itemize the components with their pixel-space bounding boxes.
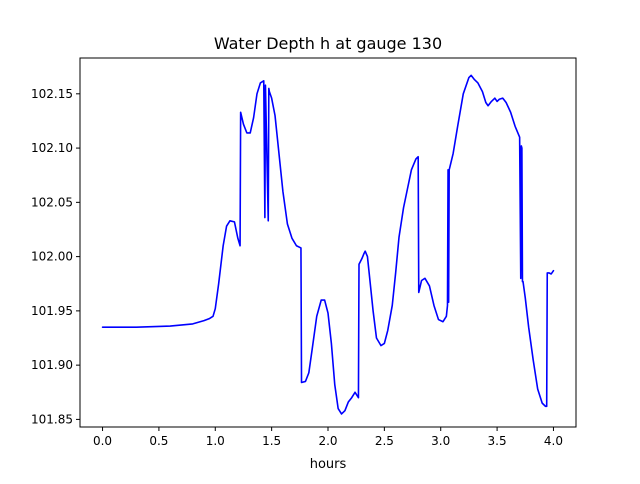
x-axis-label: hours: [310, 457, 347, 472]
y-tick-label: 101.95: [31, 304, 73, 318]
x-tick-label: 1.0: [206, 434, 225, 448]
x-tick-label: 2.5: [375, 434, 394, 448]
y-tick-label: 102.15: [31, 87, 73, 101]
series-line-0: [101, 74, 555, 415]
x-axis-ticks: 0.0 0.5 1.0 1.5 2.0 2.5 3.0 3.5 4.0: [93, 427, 563, 448]
y-tick-label: 101.90: [31, 358, 73, 372]
x-tick-label: 0.0: [93, 434, 112, 448]
x-tick-label: 3.0: [431, 434, 450, 448]
x-tick-label: 0.5: [149, 434, 168, 448]
y-tick-label: 102.10: [31, 141, 73, 155]
x-tick-label: 1.5: [262, 434, 281, 448]
y-tick-label: 102.05: [31, 195, 73, 209]
x-tick-label: 3.5: [488, 434, 507, 448]
axes-frame: [79, 57, 577, 428]
x-tick-label: 4.0: [544, 434, 563, 448]
y-axis-ticks: 101.85 101.90 101.95 102.00 102.05 102.10 102.…: [31, 87, 80, 426]
x-tick-label: 2.0: [318, 434, 337, 448]
y-tick-label: 102.00: [31, 250, 73, 264]
y-tick-label: 101.85: [31, 412, 73, 426]
plot-area: [101, 74, 555, 415]
chart-title: Water Depth h at gauge 130: [214, 34, 442, 53]
